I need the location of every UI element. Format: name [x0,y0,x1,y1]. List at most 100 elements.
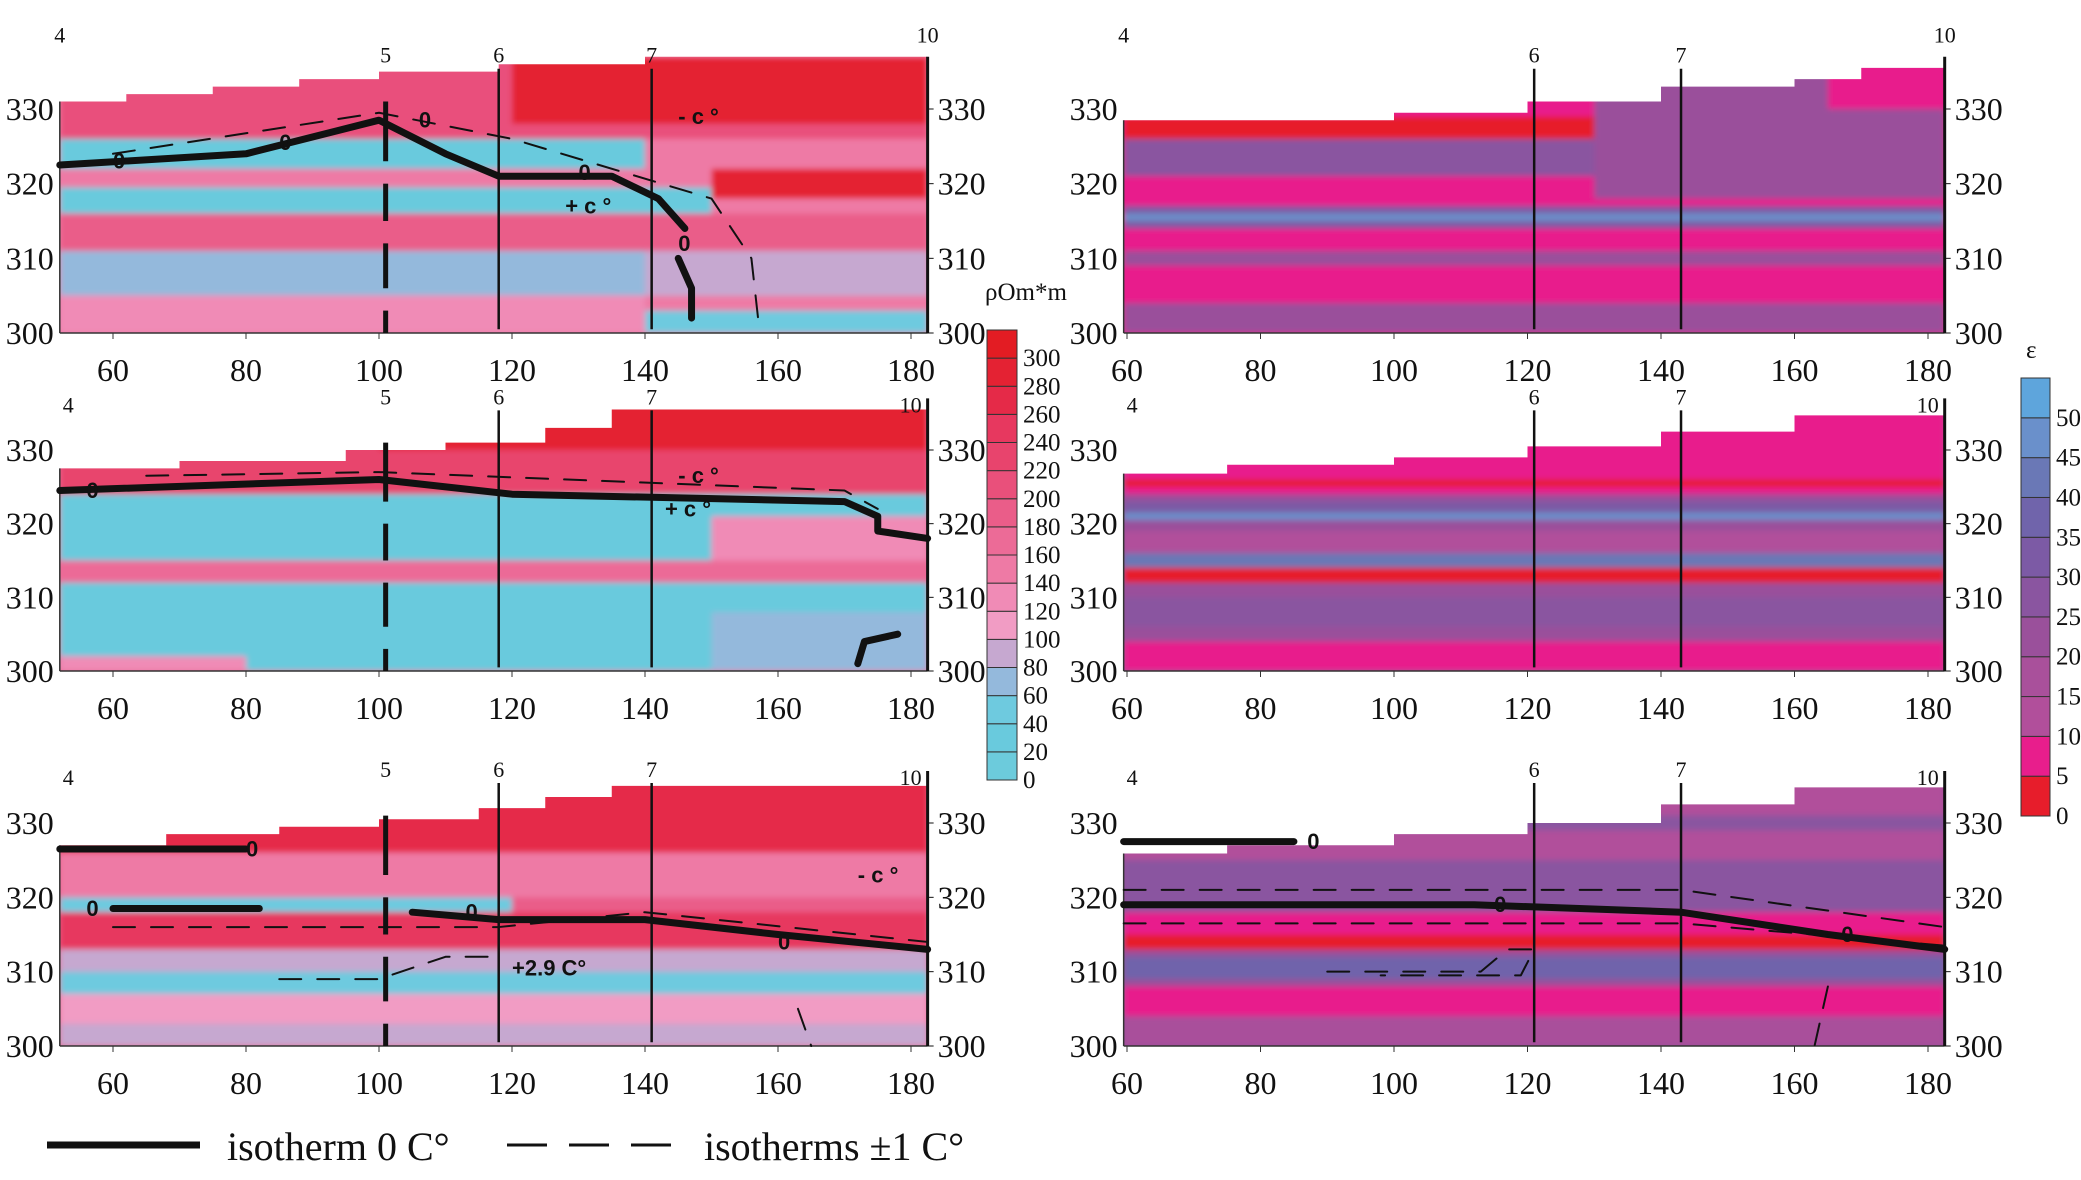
x-tick-label: 140 [621,1065,669,1101]
isotherm-0 [56,116,689,232]
colorbar-tick-label: 240 [1023,430,1061,457]
x-tick-label: 140 [621,690,669,726]
colorbar-cell [986,385,1018,415]
x-tick-label: 60 [97,352,129,388]
legend: isotherm 0 C° isotherms ±1 C° [47,1124,964,1169]
x-tick-label: 180 [1904,352,1952,388]
isotherm-pm1 [112,111,760,320]
y-tick-label-right: 330 [1955,805,2003,841]
colorbar-cell [2020,417,2051,459]
y-tick-label-right: 320 [1955,166,2003,202]
y-tick-label-left: 310 [1070,579,1118,615]
isotherm-annotation: +2.9 C° [512,955,586,980]
isotherm-pm1 [1122,922,1946,947]
x-tick-label: 80 [1245,352,1277,388]
y-tick-label-left: 330 [6,91,54,127]
y-tick-label-right: 330 [938,805,986,841]
colorbar-tick-label: 0 [2056,803,2069,830]
colorbar-cell [986,470,1018,500]
colorbar-cell [986,498,1018,528]
x-tick-label: 100 [355,352,403,388]
heatmap-cell [59,295,646,333]
colorbar-tick-label: 160 [1023,542,1061,569]
isotherm-0 [56,475,932,542]
colorbar-cell [986,442,1018,472]
y-tick-label-right: 320 [1955,506,2003,542]
colorbar-cell [986,582,1018,612]
x-tick-label: 180 [887,690,935,726]
well-label: 4 [63,765,74,790]
well-label: 7 [646,384,657,409]
y-tick-label-left: 320 [6,166,54,202]
heatmap-cell [711,516,928,568]
colorbar-tick-label: 100 [1023,626,1061,653]
heatmap-cell [59,1023,928,1046]
x-tick-label: 160 [754,690,802,726]
colorbar-tick-label: 280 [1023,373,1061,400]
colorbar-cell [2020,775,2051,817]
isotherm-pm1 [1122,888,1946,929]
colorbar-tick-label: 50 [2056,405,2081,432]
isotherm-0 [854,630,902,668]
colorbar-1: ρOm*m 02040608010012014016018020022024026… [985,279,1067,794]
isotherm-pm1 [1326,948,1536,977]
isotherm-pm1 [112,911,929,943]
colorbar-tick-label: 15 [2056,684,2081,711]
well-label: 6 [493,757,504,782]
x-tick-label: 80 [1245,690,1277,726]
isotherm-annotation: 0 [246,836,258,861]
colorbar-cell [986,526,1018,556]
isotherm-annotation: - c ° [678,104,719,129]
x-tick-label: 140 [1637,352,1685,388]
heatmap [59,56,928,333]
isotherm-annotation: 0 [279,130,291,155]
colorbar-tick-label: 260 [1023,401,1061,428]
y-tick-label-right: 320 [938,879,986,915]
heatmap-cell [1827,67,1945,109]
heatmap-cell [59,560,928,583]
well-label: 10 [1934,23,1956,48]
colorbar-tick-label: 120 [1023,598,1061,625]
isotherm-0 [408,908,932,953]
isotherm-pm1 [145,471,879,510]
well-label: 7 [646,43,657,68]
isotherm-annotation: 0 [1841,922,1853,947]
y-tick-label-left: 310 [6,240,54,276]
colorbar-title: ρOm*m [985,279,1067,306]
well-label: 10 [917,23,939,48]
y-tick-label-left: 330 [6,805,54,841]
x-tick-label: 60 [97,690,129,726]
well-label: 5 [380,757,391,782]
y-tick-label-left: 310 [1070,954,1118,990]
y-tick-label-right: 330 [1955,432,2003,468]
colorbar-tick-label: 40 [2056,484,2081,511]
isotherm-annotation: + c ° [565,194,611,219]
colorbar-tick-label: 300 [1023,345,1061,372]
colorbar-tick-label: 180 [1023,514,1061,541]
heatmap-cell [59,852,928,898]
isotherms: 0 0 0 [1120,829,1949,1047]
colorbar-tick-label: 40 [1023,711,1048,738]
x-tick-label: 120 [1504,690,1552,726]
isotherm-pm1 [1813,985,1829,1047]
heatmap-cell [59,656,246,671]
colorbar-tick-label: 30 [2056,564,2081,591]
y-tick-label-left: 330 [1070,432,1118,468]
colorbar-tick-label: 25 [2056,604,2081,631]
colorbar-cell [986,329,1018,359]
well-label: 6 [1529,384,1540,409]
x-tick-label: 140 [1637,690,1685,726]
colorbar-cell [986,723,1018,753]
colorbar-cell [986,554,1018,584]
x-tick-label: 80 [230,690,262,726]
well-label: 7 [646,757,657,782]
well-label: 4 [1127,392,1138,417]
heatmap-cell [512,56,928,124]
